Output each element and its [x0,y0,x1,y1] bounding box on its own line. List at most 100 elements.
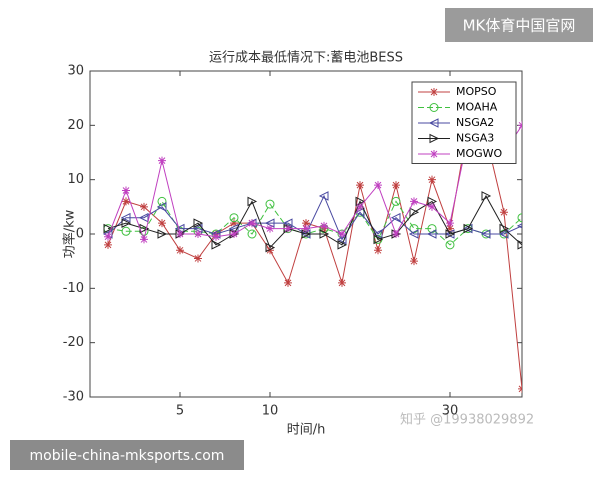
marker [302,224,310,233]
marker [103,223,114,234]
marker [428,202,436,211]
marker [230,230,238,238]
marker [138,212,149,223]
marker [302,219,310,228]
marker [156,202,167,212]
marker [284,278,292,287]
legend-label: MOAHA [456,101,498,114]
marker [337,240,348,250]
marker [427,224,437,234]
marker [176,230,184,238]
marker [265,199,275,209]
marker [157,229,168,239]
marker [480,229,491,239]
marker [408,229,419,239]
y-tick-label: 20 [67,118,84,133]
chart-title: 运行成本最低情况下:蓄电池BESS [209,51,403,66]
watermark: 知乎 @19938029892 [400,412,534,428]
series-line [107,200,522,246]
marker [374,181,382,190]
y-tick-label: 30 [67,64,84,79]
series-line [107,124,522,389]
marker [194,230,202,238]
marker [517,240,522,250]
marker [158,156,166,165]
y-tick-label: 10 [67,172,84,187]
marker [356,202,364,211]
marker [104,232,112,241]
marker [193,218,204,228]
marker [320,221,328,230]
marker [176,246,184,255]
marker [266,246,274,255]
marker [266,224,274,233]
marker [446,219,454,228]
marker [430,88,438,96]
marker [410,257,418,266]
legend-label: NSGA3 [456,132,494,145]
marker [229,213,239,223]
marker [104,240,112,249]
marker [445,240,455,250]
marker [338,278,346,287]
marker [319,229,330,239]
marker [409,207,420,218]
marker [481,191,492,201]
marker [121,226,131,236]
marker [429,133,440,144]
marker [194,254,202,263]
series-line [107,125,522,242]
marker [356,181,364,190]
x-axis-label: 时间/h [287,423,326,438]
marker [463,223,474,234]
marker [390,212,401,223]
y-axis-label: 功率/kw [62,209,78,258]
marker [446,224,454,233]
plot-area [102,121,522,393]
marker [429,103,439,112]
marker [122,197,130,206]
marker [140,235,148,244]
y-tick-label: -30 [63,390,84,405]
marker [284,224,292,233]
legend-label: MOPSO [456,85,497,98]
marker [211,240,222,250]
marker [428,175,436,184]
x-tick-label: 10 [262,404,279,419]
watermark: mobile-china-mksports.com [30,448,225,464]
watermark-box [10,440,244,470]
marker [391,196,401,206]
marker [517,213,522,223]
marker [426,229,437,239]
marker [120,212,131,223]
marker [265,242,276,253]
marker [247,196,258,207]
y-tick-label: 0 [76,227,84,242]
marker [392,181,400,190]
marker [499,223,510,234]
marker [158,219,166,228]
watermark: MK体育中国官网 [463,17,576,35]
marker [373,234,384,245]
marker [372,229,383,239]
x-tick-label: 5 [176,404,184,419]
legend-label: NSGA2 [456,116,494,129]
marker [230,219,238,228]
watermark-box [445,8,593,42]
marker [247,229,257,239]
x-tick-label: 30 [442,404,459,419]
marker [500,208,508,217]
marker [121,218,132,228]
marker [122,186,130,195]
marker [445,229,456,239]
marker [212,232,220,241]
marker [410,197,418,206]
y-tick-label: -10 [63,281,84,296]
marker [374,246,382,255]
marker [392,230,400,238]
marker [498,229,509,239]
marker [140,202,148,211]
marker [157,196,167,206]
